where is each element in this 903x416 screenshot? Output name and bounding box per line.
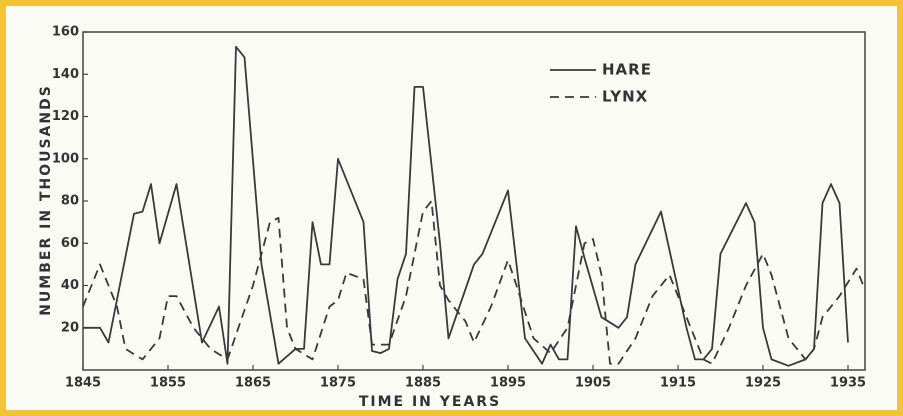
x-tick-label: 1915 <box>660 376 696 391</box>
x-tick-label: 1875 <box>320 376 356 391</box>
y-tick-label: 40 <box>61 278 79 293</box>
x-tick-label: 1925 <box>745 376 781 391</box>
y-tick-label: 20 <box>61 320 79 335</box>
x-tick-label: 1845 <box>65 376 101 391</box>
y-tick-label: 120 <box>52 109 79 124</box>
y-tick-label: 160 <box>52 25 79 40</box>
x-tick-label: 1885 <box>405 376 441 391</box>
x-tick-label: 1935 <box>830 376 866 391</box>
series-line <box>83 45 849 367</box>
y-axis-title: NUMBER IN THOUSANDS <box>38 84 54 316</box>
y-tick-label: 140 <box>52 67 79 82</box>
x-tick-label: 1895 <box>490 376 526 391</box>
y-tick-label: 100 <box>52 151 79 166</box>
chart-background <box>6 6 897 410</box>
legend-label: LYNX <box>602 88 648 106</box>
y-tick-label: 60 <box>61 236 79 251</box>
x-axis-title: TIME IN YEARS <box>359 394 501 410</box>
legend-label: HARE <box>602 61 652 79</box>
y-tick-label: 80 <box>61 194 79 209</box>
x-tick-label: 1855 <box>150 376 186 391</box>
x-tick-label: 1905 <box>575 376 611 391</box>
x-tick-label: 1865 <box>235 376 271 391</box>
